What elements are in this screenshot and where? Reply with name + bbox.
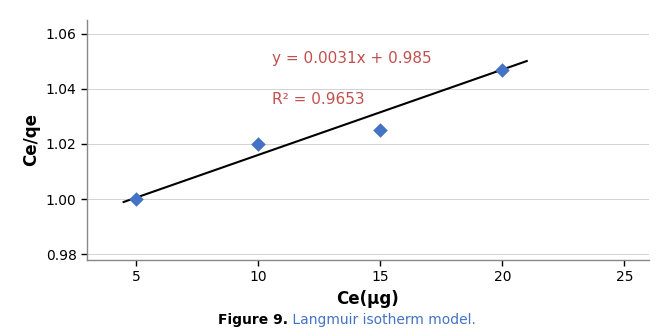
Point xyxy=(253,141,264,147)
Point xyxy=(375,128,385,133)
Point xyxy=(497,67,508,72)
Text: y = 0.0031x + 0.985: y = 0.0031x + 0.985 xyxy=(272,51,432,66)
Text: Langmuir isotherm model.: Langmuir isotherm model. xyxy=(288,313,476,327)
Point xyxy=(130,196,141,202)
Text: R² = 0.9653: R² = 0.9653 xyxy=(272,92,365,107)
Text: Figure 9.: Figure 9. xyxy=(217,313,288,327)
X-axis label: Ce(μg): Ce(μg) xyxy=(337,290,399,308)
Y-axis label: Ce/qe: Ce/qe xyxy=(22,113,40,166)
